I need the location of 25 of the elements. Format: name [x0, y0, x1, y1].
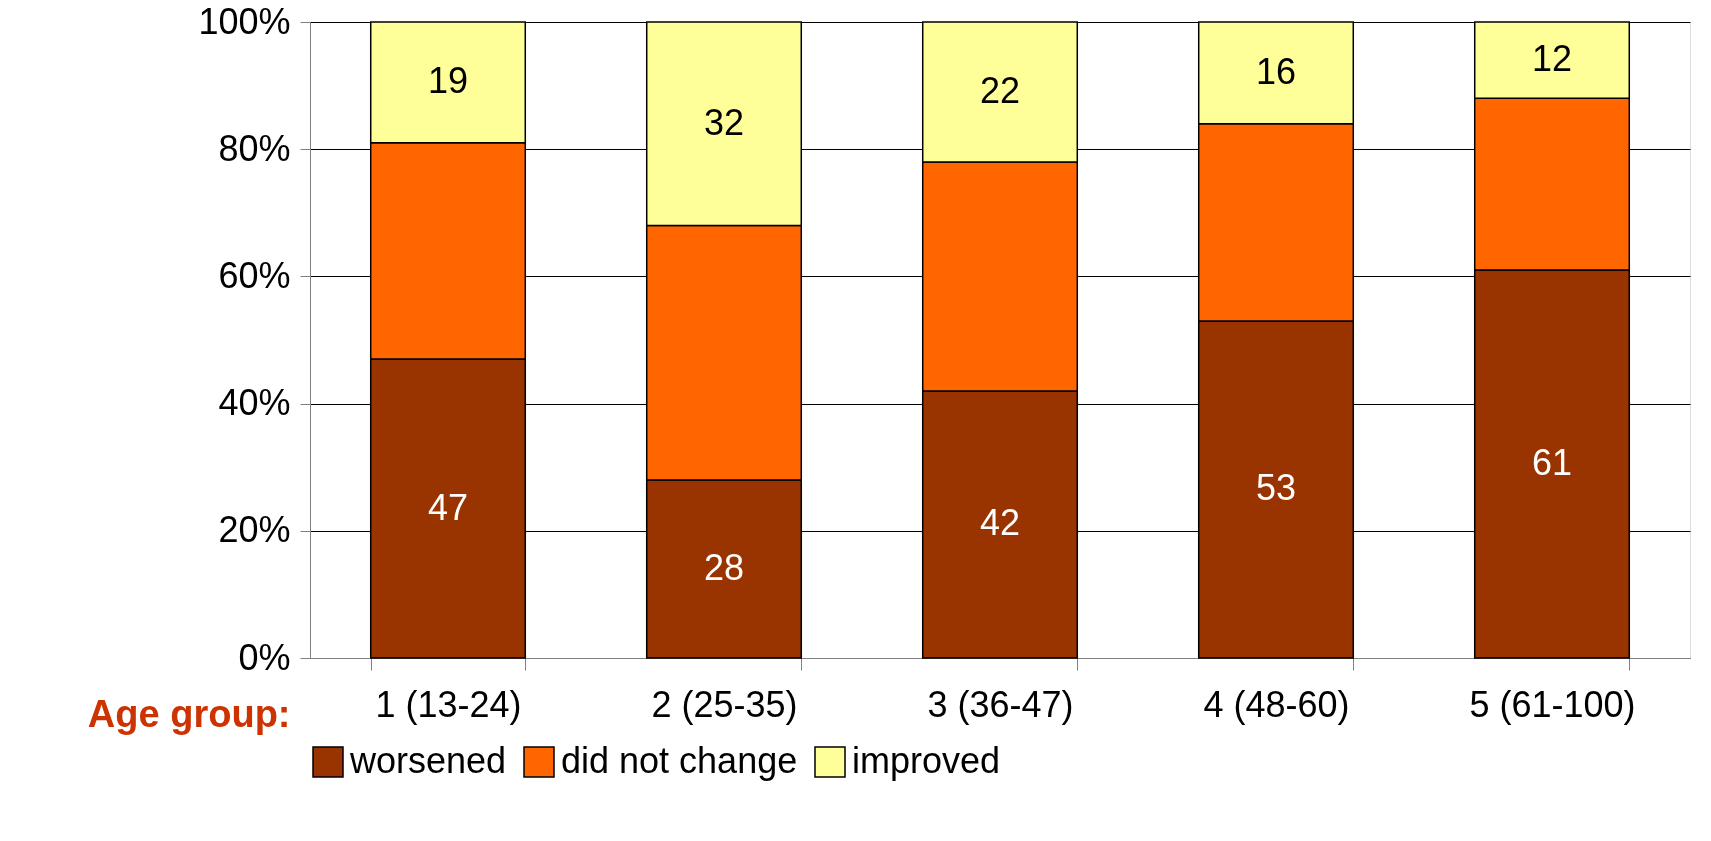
x-tick-label: 3 (36-47)	[927, 683, 1074, 725]
data-label: 53	[1255, 467, 1297, 509]
data-label: 22	[979, 69, 1021, 111]
data-label: 42	[979, 502, 1021, 544]
y-tick-label: 20%	[218, 509, 291, 551]
x-tick-label: 4 (48-60)	[1203, 683, 1350, 725]
y-tick-label: 80%	[218, 127, 291, 169]
x-tick-label: 5 (61-100)	[1469, 683, 1636, 725]
data-label: 32	[703, 101, 745, 143]
x-tick-label: 2 (25-35)	[651, 683, 798, 725]
data-label: 47	[427, 486, 469, 528]
data-label: 19	[427, 60, 469, 102]
legend-label: improved	[852, 740, 1001, 781]
data-label: 12	[1531, 38, 1573, 80]
y-tick-label: 60%	[218, 254, 291, 296]
data-label: 16	[1255, 50, 1297, 92]
y-tick-label: 0%	[238, 636, 291, 678]
data-label: 28	[703, 546, 745, 588]
x-axis-title: Age group:	[87, 692, 291, 735]
legend-label: worsened	[349, 740, 507, 781]
y-tick-label: 100%	[198, 0, 291, 42]
legend-label: did not change	[561, 740, 798, 781]
data-label: 61	[1531, 442, 1573, 484]
y-tick-label: 40%	[218, 382, 291, 424]
x-tick-label: 1 (13-24)	[375, 683, 522, 725]
